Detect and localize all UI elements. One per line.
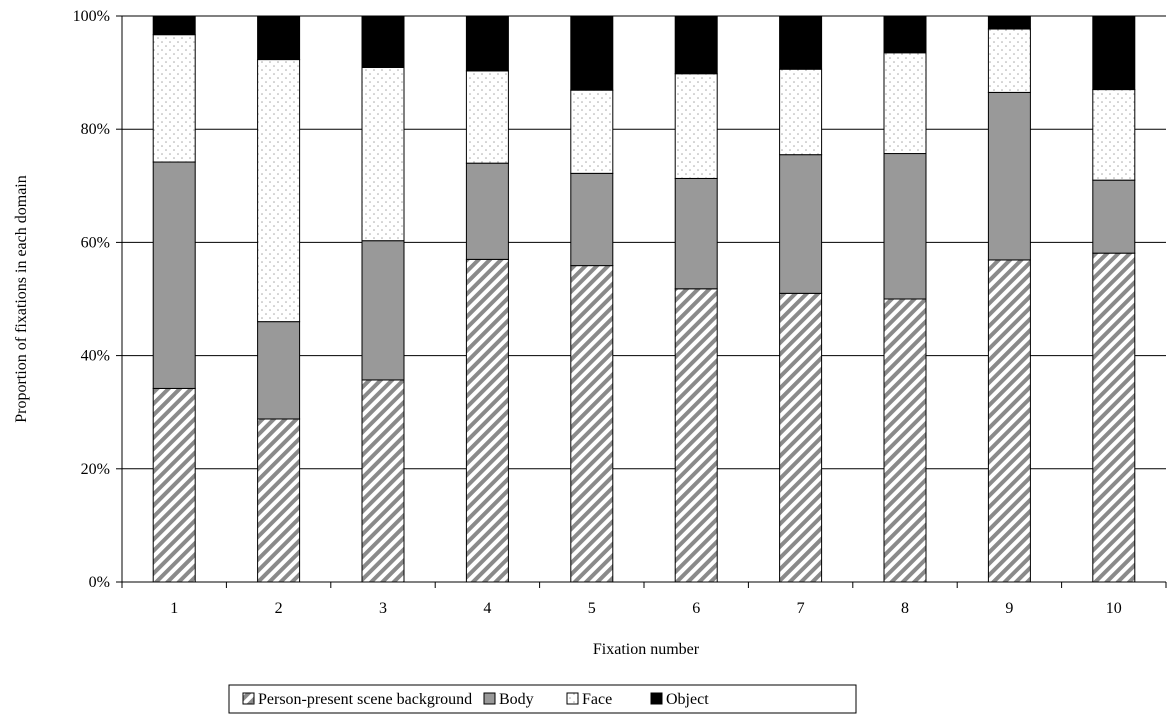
bar-segment-object [465,15,509,72]
x-tick-label: 8 [901,600,909,617]
y-axis-title: Proportion of fixations in each domain [13,175,30,423]
x-tick-label: 4 [483,600,491,617]
bar-segment-face [257,59,301,323]
bar-segment-person-present-scene-background [152,387,196,583]
bar-segment-person-present-scene-background [257,418,301,583]
bar-segment-object [883,15,927,54]
bar-segment-face [987,28,1031,93]
bars [152,15,1136,583]
x-axis-title: Fixation number [593,641,700,658]
legend: Person-present scene background Body Face O… [228,684,857,714]
bar-segment-face [779,68,823,156]
legend-swatch [650,692,663,705]
bar-segment-object [987,15,1031,30]
bar-segment-face [361,67,405,242]
bar-segment-face [1092,89,1136,181]
bar-segment-object [1092,15,1136,91]
bar-segment-object [674,15,718,75]
legend-box [228,684,857,714]
legend-swatch [566,692,579,705]
legend-label: Body [499,691,534,708]
bar-segment-person-present-scene-background [779,292,823,583]
bar-segment-person-present-scene-background [883,298,927,583]
x-tick-label: 10 [1106,600,1122,617]
legend-label: Face [582,691,612,708]
bar-segment-person-present-scene-background [570,265,614,583]
bar-segment-body [1092,179,1136,254]
bar-segment-object [257,15,301,61]
bar-segment-person-present-scene-background [674,288,718,583]
bar-segment-face [152,34,196,163]
bar-segment-person-present-scene-background [987,259,1031,583]
bar-segment-body [152,161,196,389]
legend-swatch [483,692,496,705]
y-tick-label: 20% [81,461,110,478]
x-tick-label: 9 [1005,600,1013,617]
bar-segment-body [361,240,405,381]
x-tick-label: 5 [588,600,596,617]
bar-segment-face [674,73,718,179]
x-tick-label: 2 [275,600,283,617]
bar-segment-face [465,70,509,164]
bar-segment-body [570,172,614,267]
bar-segment-body [465,162,509,260]
legend-swatch [242,692,255,705]
bar-segment-body [987,91,1031,261]
bar-segment-object [361,15,405,69]
y-tick-label: 60% [81,234,110,251]
y-tick-label: 80% [81,121,110,138]
bar-segment-body [883,153,927,300]
legend-label: Person-present scene background [258,691,472,708]
bar-segment-object [779,15,823,70]
x-tick-label: 7 [797,600,805,617]
bar-segment-object [570,15,614,91]
bar-segment-person-present-scene-background [361,379,405,583]
bar-segment-person-present-scene-background [1092,252,1136,583]
x-tick-label: 6 [692,600,700,617]
x-tick-label: 1 [170,600,178,617]
bar-segment-object [152,15,196,36]
bar-segment-body [257,321,301,420]
y-tick-label: 100% [73,8,110,25]
y-tick-label: 40% [81,348,110,365]
x-tick-label: 3 [379,600,387,617]
legend-label: Object [666,691,709,708]
bar-segment-person-present-scene-background [465,258,509,583]
bar-segment-face [570,89,614,174]
bar-segment-face [883,52,927,155]
axes: 0% 20% 40% 60% 80% 100% 1 2 3 4 5 6 7 8 9 10 [73,8,1167,617]
y-tick-label: 0% [89,574,110,591]
bar-segment-body [674,177,718,290]
bar-segment-body [779,154,823,294]
